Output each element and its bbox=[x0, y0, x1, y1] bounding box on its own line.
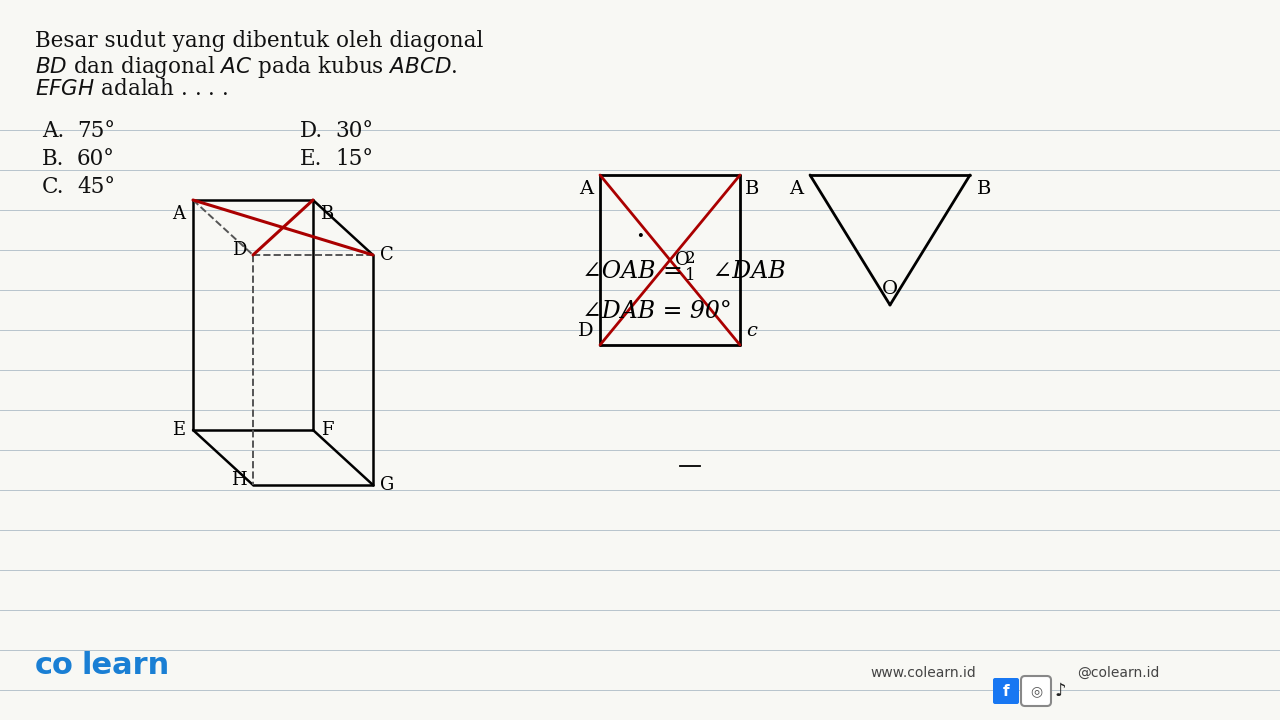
Text: B: B bbox=[745, 180, 759, 198]
Text: C: C bbox=[380, 246, 394, 264]
Text: A: A bbox=[579, 180, 593, 198]
Text: co: co bbox=[35, 651, 74, 680]
Text: $\it{BD}$ dan diagonal $\it{AC}$ pada kubus $\it{ABCD}$.: $\it{BD}$ dan diagonal $\it{AC}$ pada ku… bbox=[35, 54, 458, 80]
Text: ∠DAB: ∠DAB bbox=[705, 260, 786, 283]
Text: D.: D. bbox=[300, 120, 323, 142]
Text: ◎: ◎ bbox=[1030, 684, 1042, 698]
Text: learn: learn bbox=[82, 651, 170, 680]
Text: @colearn.id: @colearn.id bbox=[1076, 666, 1160, 680]
Text: B: B bbox=[977, 180, 991, 198]
Text: $\it{EFGH}$ adalah . . . .: $\it{EFGH}$ adalah . . . . bbox=[35, 78, 228, 100]
Text: A: A bbox=[173, 205, 186, 223]
Text: D: D bbox=[579, 322, 594, 340]
Text: D: D bbox=[232, 241, 246, 259]
Text: ♪: ♪ bbox=[1055, 682, 1066, 700]
FancyBboxPatch shape bbox=[1021, 676, 1051, 706]
Text: B: B bbox=[320, 205, 334, 223]
Text: E: E bbox=[173, 421, 186, 439]
Text: 60°: 60° bbox=[77, 148, 115, 170]
Text: ∠DAB = 90°: ∠DAB = 90° bbox=[582, 300, 732, 323]
Text: 15°: 15° bbox=[335, 148, 372, 170]
Text: 45°: 45° bbox=[77, 176, 115, 198]
Text: 1: 1 bbox=[685, 267, 695, 284]
Text: E.: E. bbox=[300, 148, 323, 170]
Text: ∠OAB =: ∠OAB = bbox=[582, 260, 690, 283]
Text: O: O bbox=[882, 280, 899, 298]
Text: A.: A. bbox=[42, 120, 64, 142]
Text: A: A bbox=[788, 180, 803, 198]
Text: G: G bbox=[380, 476, 394, 494]
Text: H: H bbox=[232, 471, 247, 489]
Text: C.: C. bbox=[42, 176, 64, 198]
Text: ·: · bbox=[635, 222, 645, 253]
Text: F: F bbox=[321, 421, 333, 439]
Text: www.colearn.id: www.colearn.id bbox=[870, 666, 975, 680]
Text: Besar sudut yang dibentuk oleh diagonal: Besar sudut yang dibentuk oleh diagonal bbox=[35, 30, 484, 52]
Text: 2: 2 bbox=[685, 250, 695, 267]
Text: O: O bbox=[675, 251, 690, 269]
Text: f: f bbox=[1002, 683, 1010, 698]
FancyBboxPatch shape bbox=[993, 678, 1019, 704]
Text: c: c bbox=[746, 322, 758, 340]
Text: 30°: 30° bbox=[335, 120, 372, 142]
Text: B.: B. bbox=[42, 148, 64, 170]
Text: 75°: 75° bbox=[77, 120, 115, 142]
